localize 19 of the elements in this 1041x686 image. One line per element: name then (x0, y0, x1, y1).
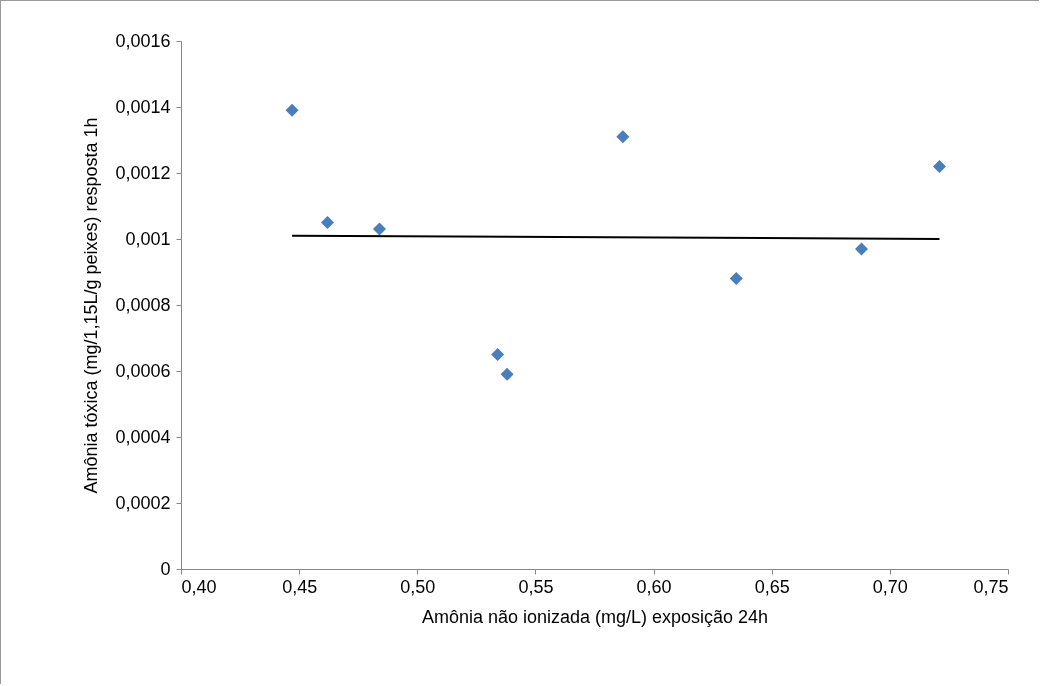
y-axis-title: Amônia tóxica (mg/1,15L/g peixes) resposta 1h (81, 117, 102, 494)
x-tick-label: 0,75 (973, 576, 1009, 597)
x-tick-label: 0,50 (400, 576, 436, 597)
x-tick-label: 0,65 (754, 576, 790, 597)
y-tick-label: 0,0008 (115, 294, 171, 315)
x-tick-label: 0,60 (636, 576, 672, 597)
y-tick-label: 0,001 (125, 228, 171, 249)
y-tick-label: 0,0016 (115, 30, 171, 51)
y-tick-label: 0,0014 (115, 96, 171, 117)
y-tick-label: 0,0012 (115, 162, 171, 183)
x-tick-label: 0,55 (518, 576, 554, 597)
y-tick-label: 0,0004 (115, 426, 171, 447)
y-tick-label: 0,0002 (115, 492, 171, 513)
y-tick-label: 0 (160, 558, 171, 579)
x-axis-title: Amônia não ionizada (mg/L) exposição 24h (421, 606, 769, 627)
x-tick-label: 0,45 (282, 576, 318, 597)
x-tick-label: 0,40 (181, 576, 217, 597)
x-tick-label: 0,70 (872, 576, 908, 597)
y-tick-label: 0,0006 (115, 360, 171, 381)
